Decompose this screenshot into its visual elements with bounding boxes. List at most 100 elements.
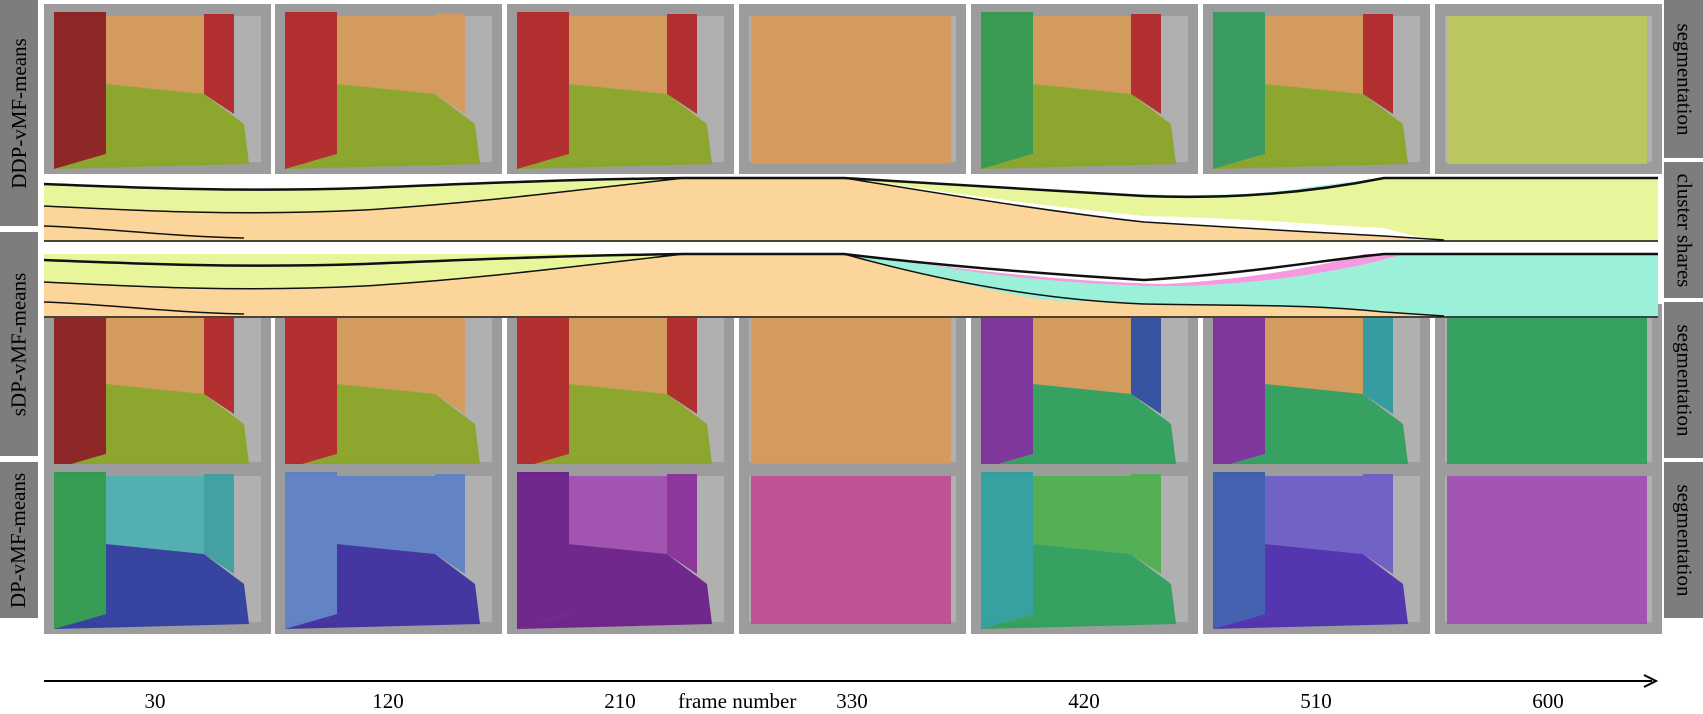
front-wall-segment: [1033, 16, 1131, 94]
right-label-cluster-shares: cluster shares: [1664, 162, 1703, 298]
floor-segment: [54, 544, 249, 629]
front-wall-segment: [337, 476, 435, 554]
floor-segment: [1213, 544, 1408, 629]
right-wall-segment: [667, 14, 697, 114]
tick-label-510: 510: [1300, 689, 1332, 713]
segmentation-frame-ddp-2: [275, 4, 502, 174]
front-wall-segment: [569, 476, 667, 554]
right-wall-segment: [1363, 474, 1393, 574]
plane-segment: [751, 476, 951, 624]
tick-label-30: 30: [144, 689, 166, 713]
tick-label-120: 120: [372, 689, 404, 713]
segmentation-image: [507, 304, 734, 474]
right-label-segmentation-2: segmentation: [1664, 302, 1703, 458]
row-label-sdp-text: sDP-vMF-means: [6, 272, 31, 416]
segmentation-frame-dp-4: [739, 464, 966, 634]
segmentation-frame-ddp-7: [1435, 4, 1662, 174]
segmentation-frame-sdp-4: [739, 304, 966, 474]
front-wall-segment: [337, 16, 435, 94]
left-wall-segment: [517, 472, 569, 629]
right-label-cluster-shares-text: cluster shares: [1672, 173, 1696, 287]
left-wall-segment: [517, 312, 569, 469]
right-wall-segment: [435, 314, 465, 414]
segmentation-image: [971, 464, 1198, 634]
row-label-sdp: sDP-vMF-means: [0, 232, 38, 456]
floor-segment: [981, 544, 1176, 629]
sdp-share-band-yellow: [44, 254, 684, 289]
front-wall-segment: [1265, 16, 1363, 94]
floor-segment: [517, 544, 712, 629]
segmentation-frame-dp-7: [1435, 464, 1662, 634]
front-wall-segment: [106, 476, 204, 554]
right-wall-segment: [1131, 14, 1161, 114]
segmentation-image: [739, 464, 966, 634]
floor-segment: [54, 84, 249, 169]
right-wall-segment: [1363, 314, 1393, 414]
segmentation-frame-dp-1: [44, 464, 271, 634]
cluster-shares-sdp-plot: [44, 252, 1658, 318]
tick-label-210: 210: [604, 689, 636, 713]
left-wall-segment: [981, 472, 1033, 629]
segmentation-image: [1435, 4, 1662, 174]
segmentation-frame-sdp-2: [275, 304, 502, 474]
floor-segment: [285, 384, 480, 469]
floor-segment: [1213, 84, 1408, 169]
segmentation-frame-dp-6: [1203, 464, 1430, 634]
floor-segment: [517, 84, 712, 169]
ddp-share-band-orange: [44, 178, 1444, 242]
right-wall-segment: [204, 14, 234, 114]
cluster-shares-ddp-plot: [44, 176, 1658, 242]
segmentation-image: [275, 304, 502, 474]
row-label-dp: DP-vMF-means: [0, 462, 38, 618]
segmentation-frame-dp-2: [275, 464, 502, 634]
segmentation-frame-dp-5: [971, 464, 1198, 634]
floor-segment: [285, 84, 480, 169]
segmentation-image: [44, 4, 271, 174]
front-wall-segment: [337, 316, 435, 394]
floor-segment: [981, 384, 1176, 469]
sdp-share-line-3: [44, 301, 245, 315]
axis-title: frame number: [678, 689, 797, 713]
right-label-seg2-text: segmentation: [1672, 324, 1697, 436]
plane-segment: [1447, 316, 1647, 464]
sdp-share-band-magenta: [924, 254, 1404, 287]
right-label-seg1-text: segmentation: [1672, 23, 1697, 135]
segmentation-image: [507, 464, 734, 634]
left-wall-segment: [1213, 312, 1265, 469]
plane-segment: [751, 16, 951, 164]
right-wall-segment: [1363, 14, 1393, 114]
right-label-segmentation-1: segmentation: [1664, 0, 1703, 158]
left-wall-segment: [1213, 472, 1265, 629]
floor-segment: [1213, 384, 1408, 469]
left-wall-segment: [54, 472, 106, 629]
frame-axis-arrow: [44, 674, 1659, 688]
segmentation-image: [275, 4, 502, 174]
segmentation-frame-sdp-6: [1203, 304, 1430, 474]
segmentation-image: [739, 4, 966, 174]
left-wall-segment: [54, 312, 106, 469]
ddp-share-outline: [44, 176, 1658, 199]
segmentation-image: [1435, 464, 1662, 634]
segmentation-image: [739, 304, 966, 474]
right-wall-segment: [204, 314, 234, 414]
segmentation-frame-ddp-1: [44, 4, 271, 174]
right-wall-segment: [204, 474, 234, 574]
right-wall-segment: [667, 314, 697, 414]
front-wall-segment: [106, 316, 204, 394]
segmentation-image: [275, 464, 502, 634]
right-label-segmentation-3: segmentation: [1664, 462, 1703, 618]
tick-label-330: 330: [836, 689, 868, 713]
cluster-shares-ddp: [44, 176, 1658, 242]
sdp-share-line-2: [44, 253, 1445, 317]
right-wall-segment: [1131, 314, 1161, 414]
segmentation-image: [1203, 464, 1430, 634]
floor-segment: [54, 384, 249, 469]
segmentation-image: [1203, 4, 1430, 174]
front-wall-segment: [569, 16, 667, 94]
left-wall-segment: [981, 312, 1033, 469]
front-wall-segment: [1033, 476, 1131, 554]
front-wall-segment: [569, 316, 667, 394]
floor-segment: [981, 84, 1176, 169]
sdp-share-outline: [44, 252, 1658, 282]
front-wall-segment: [1265, 316, 1363, 394]
